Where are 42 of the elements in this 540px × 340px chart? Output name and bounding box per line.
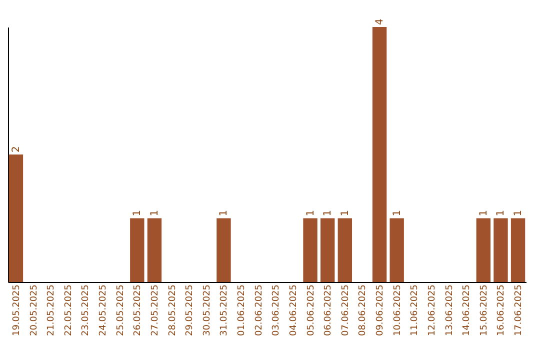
x-tick-label: 25.05.2025 — [116, 284, 126, 336]
x-tick-label: 14.06.2025 — [462, 284, 472, 336]
x-tick-label: 12.06.2025 — [427, 284, 438, 336]
x-tick-label: 26.05.2025 — [133, 284, 144, 336]
x-tick-label: 07.06.2025 — [340, 284, 351, 336]
x-tick-label: 04.06.2025 — [288, 284, 299, 336]
x-tick-label: 15.06.2025 — [479, 284, 490, 336]
x-tick-label: 16.06.2025 — [496, 284, 507, 336]
data-label: 1 — [340, 210, 351, 216]
x-tick-label: 30.05.2025 — [202, 284, 212, 336]
x-tick-label: 20.05.2025 — [29, 284, 40, 336]
x-tick-label: 22.05.2025 — [64, 284, 74, 336]
x-tick-label: 28.05.2025 — [168, 284, 178, 336]
data-label: 1 — [149, 210, 160, 216]
data-label: 1 — [478, 210, 490, 216]
data-label: 1 — [322, 210, 334, 216]
x-tick-label: 17.06.2025 — [514, 284, 524, 336]
x-tick-label: 31.05.2025 — [220, 284, 230, 336]
data-label: 1 — [305, 210, 316, 216]
data-label: 1 — [392, 210, 403, 216]
x-tick-label: 03.06.2025 — [272, 284, 282, 336]
x-tick-label: 24.05.2025 — [98, 284, 109, 336]
x-tick-label: 13.06.2025 — [444, 284, 455, 336]
x-tick-label: 06.06.2025 — [324, 284, 334, 336]
x-tick-label: 11.06.2025 — [410, 284, 420, 336]
x-tick-label: 29.05.2025 — [185, 284, 196, 336]
x-tick-label: 23.05.2025 — [81, 284, 92, 336]
x-tick-label: 10.06.2025 — [392, 284, 403, 336]
x-tick-label: 01.06.2025 — [237, 284, 248, 336]
x-tick-label: 19.05.2025 — [12, 284, 22, 336]
data-label: 1 — [132, 210, 144, 216]
data-label: 1 — [218, 210, 230, 216]
data-label: 1 — [513, 210, 524, 216]
data-label: 2 — [10, 146, 22, 152]
x-tick-label: 21.05.2025 — [46, 284, 57, 336]
x-tick-label: 05.06.2025 — [306, 284, 316, 336]
data-label: 1 — [496, 210, 507, 216]
x-tick-label: 08.06.2025 — [358, 284, 368, 336]
x-tick-label: 09.06.2025 — [376, 284, 386, 336]
x-tick-label: 27.05.2025 — [150, 284, 160, 336]
x-tick-label: 02.06.2025 — [254, 284, 264, 336]
data-label: 4 — [374, 18, 386, 25]
